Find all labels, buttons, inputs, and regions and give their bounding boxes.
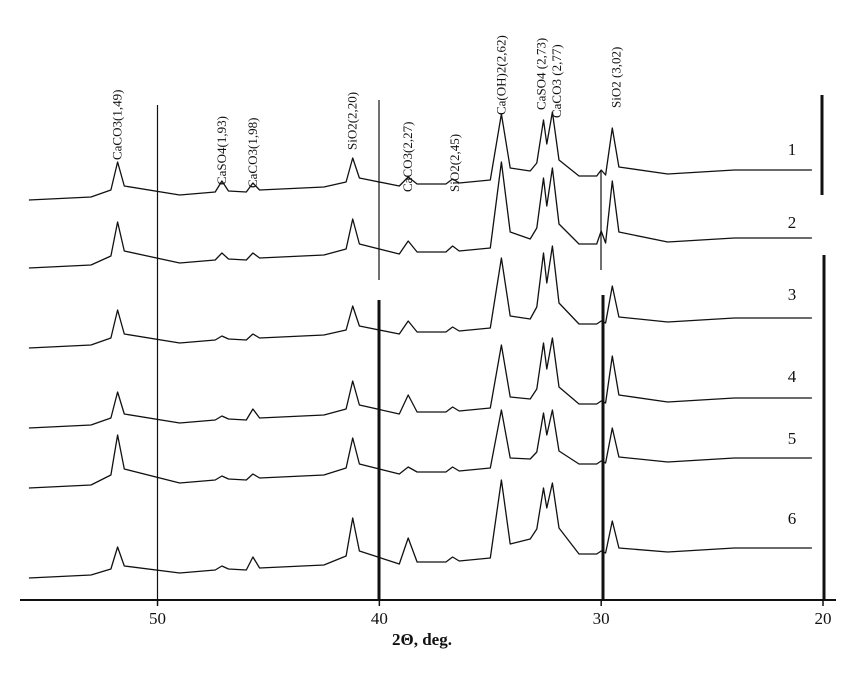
xrd-pattern: [28, 337, 812, 429]
peak-annotation: CaCO3 (2,77): [549, 44, 564, 118]
xrd-pattern: [28, 111, 812, 201]
peak-annotation: SiO2(2,45): [447, 134, 462, 192]
peak-annotation: SiO2(2,20): [345, 92, 360, 150]
xrd-pattern: [28, 479, 812, 579]
xrd-pattern: [28, 409, 812, 489]
x-tick-label: 40: [371, 609, 388, 628]
peak-annotation: CaCO3(1,98): [245, 118, 260, 188]
peak-annotation: Ca(OH)2(2,62): [493, 35, 508, 115]
reference-lines: [156, 95, 826, 600]
x-axis-label: 2Θ, deg.: [392, 630, 452, 649]
peak-annotation: SiO2 (3,02): [609, 47, 624, 108]
x-tick-label: 50: [149, 609, 166, 628]
peak-annotation: CaCO3(1,49): [110, 90, 125, 160]
series-label: 4: [788, 367, 797, 386]
series-label: 2: [788, 213, 797, 232]
series-label: 3: [788, 285, 797, 304]
series-label: 5: [788, 429, 797, 448]
series-label: 6: [788, 509, 797, 528]
x-tick-label: 30: [593, 609, 610, 628]
x-tick-label: 20: [815, 609, 832, 628]
peak-annotation: CaSO4 (2,73): [533, 38, 548, 110]
series-label: 1: [788, 140, 797, 159]
peak-annotation: CaSO4(1,93): [214, 116, 229, 185]
xrd-pattern: [28, 245, 812, 349]
xrd-pattern: [28, 161, 812, 269]
peak-annotation: CaCO3(2,27): [400, 122, 415, 192]
